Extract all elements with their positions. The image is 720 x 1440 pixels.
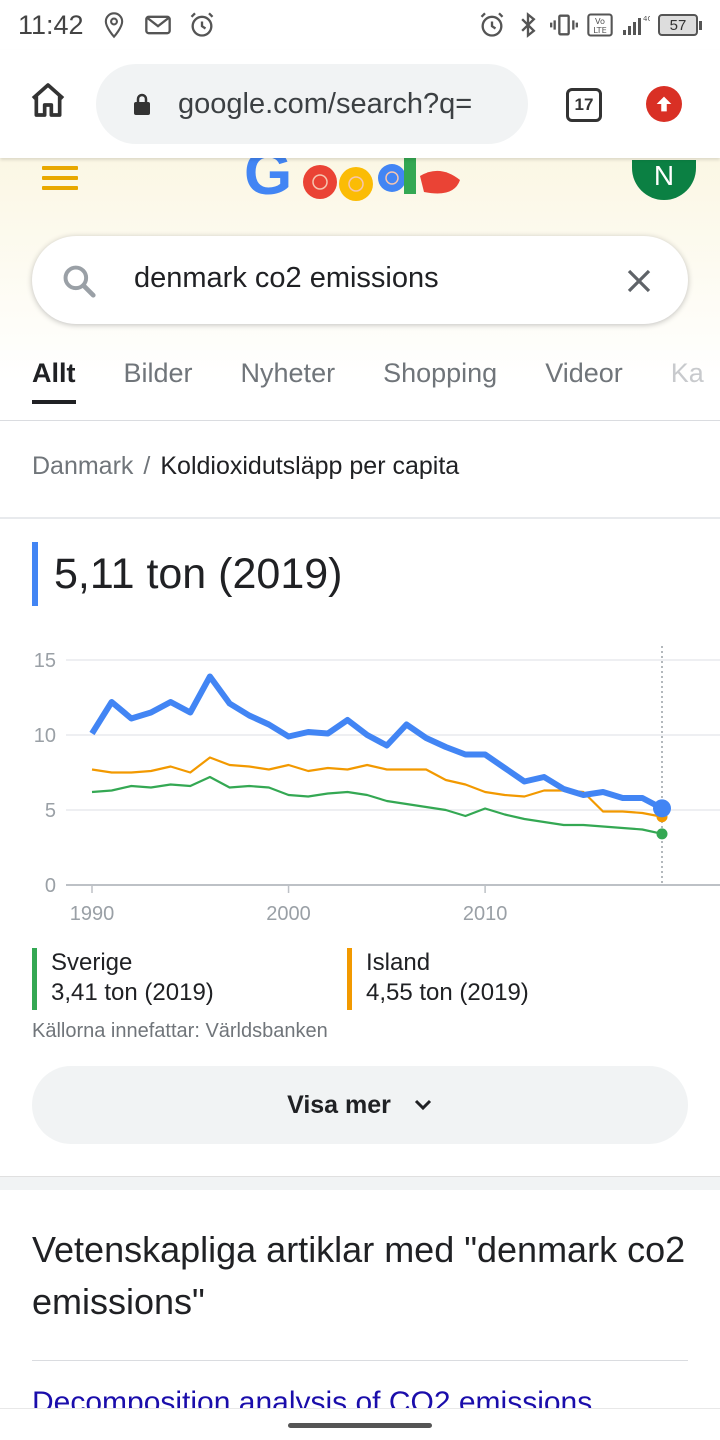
arrow-up-icon [656,96,672,112]
show-more-label: Visa mer [287,1090,391,1119]
search-tabs: Allt Bilder Nyheter Shopping Videor Ka [0,348,720,420]
vibrate-icon [550,14,578,36]
breadcrumb-topic: Koldioxidutsläpp per capita [160,452,460,480]
section-gap [0,1176,720,1190]
chevron-down-icon [414,1099,431,1111]
battery-level: 57 [658,14,698,36]
tab-shopping[interactable]: Shopping [383,358,498,388]
source-note: Källorna innefattar: Världsbanken [32,1020,328,1042]
show-more-button[interactable]: Visa mer [32,1066,688,1144]
legend-name: Island [366,949,431,976]
signal-icon: 4G [623,15,650,35]
series-line-danmark [89,673,664,812]
svg-text:4G: 4G [643,15,650,23]
tab-news[interactable]: Nyheter [240,358,336,388]
close-icon[interactable] [624,266,654,296]
y-tick-label: 5 [45,800,56,822]
search-icon [63,265,96,298]
search-box[interactable]: denmark co2 emissions [32,236,688,324]
legend-name: Sverige [51,949,133,976]
series-point-danmark [653,799,671,818]
alarm-icon [190,12,213,37]
tab-all[interactable]: Allt [32,348,76,404]
divider [0,420,720,421]
legend-value: 3,41 ton (2019) [51,979,214,1006]
gmail-icon [144,15,171,35]
update-button[interactable] [646,86,682,122]
legend-item-island[interactable]: Island 4,55 ton (2019) [347,948,529,1010]
legend-item-sverige[interactable]: Sverige 3,41 ton (2019) [32,948,214,1010]
battery-icon: 57 [658,14,702,36]
google-header: G N denmark co2 emissions [0,158,720,420]
y-tick-label: 15 [34,650,56,672]
browser-toolbar: google.com/search?q= 17 [0,50,720,158]
tab-images[interactable]: Bilder [123,358,193,388]
articles-heading: Vetenskapliga artiklar med "denmark co2 … [32,1229,686,1322]
divider [32,1360,688,1361]
headline-value: 5,11 ton (2019) [32,542,342,606]
lock-icon [134,93,150,115]
status-time: 11:42 [18,9,84,40]
x-tick-label: 1990 [70,903,115,925]
url-text: google.com/search?q= [178,87,473,120]
alarm-icon [480,12,504,37]
home-gesture-bar[interactable] [288,1423,432,1428]
series-line-sverige [91,775,663,835]
series-line-island [91,756,663,818]
google-doodle-logo[interactable]: G [244,158,474,218]
y-tick-label: 10 [34,725,56,747]
home-icon[interactable] [28,80,68,120]
location-icon [104,12,123,39]
svg-text:LTE: LTE [593,25,607,35]
breadcrumb-country[interactable]: Danmark [32,452,134,480]
legend-value: 4,55 ton (2019) [366,979,529,1006]
address-bar[interactable]: google.com/search?q= [96,64,528,144]
breadcrumb: Danmark / Koldioxidutsläpp per capita [32,452,460,480]
search-input[interactable]: denmark co2 emissions [134,262,439,294]
tab-maps[interactable]: Ka [670,358,704,388]
system-nav-bar [0,1408,720,1440]
tab-switcher-button[interactable]: 17 [566,88,602,122]
svg-text:Vo: Vo [595,16,605,26]
emissions-line-chart[interactable]: 0 5 10 15 1990 2000 2010 [0,640,720,940]
y-tick-label: 0 [45,875,56,897]
menu-icon[interactable] [42,166,78,190]
svg-text:G: G [244,158,292,208]
series-point-sverige [656,828,668,840]
divider [0,517,720,519]
x-tick-label: 2010 [463,903,508,925]
bluetooth-icon [521,12,536,38]
avatar[interactable]: N [632,160,696,200]
x-tick-label: 2000 [266,903,311,925]
tab-videos[interactable]: Videor [545,358,623,388]
